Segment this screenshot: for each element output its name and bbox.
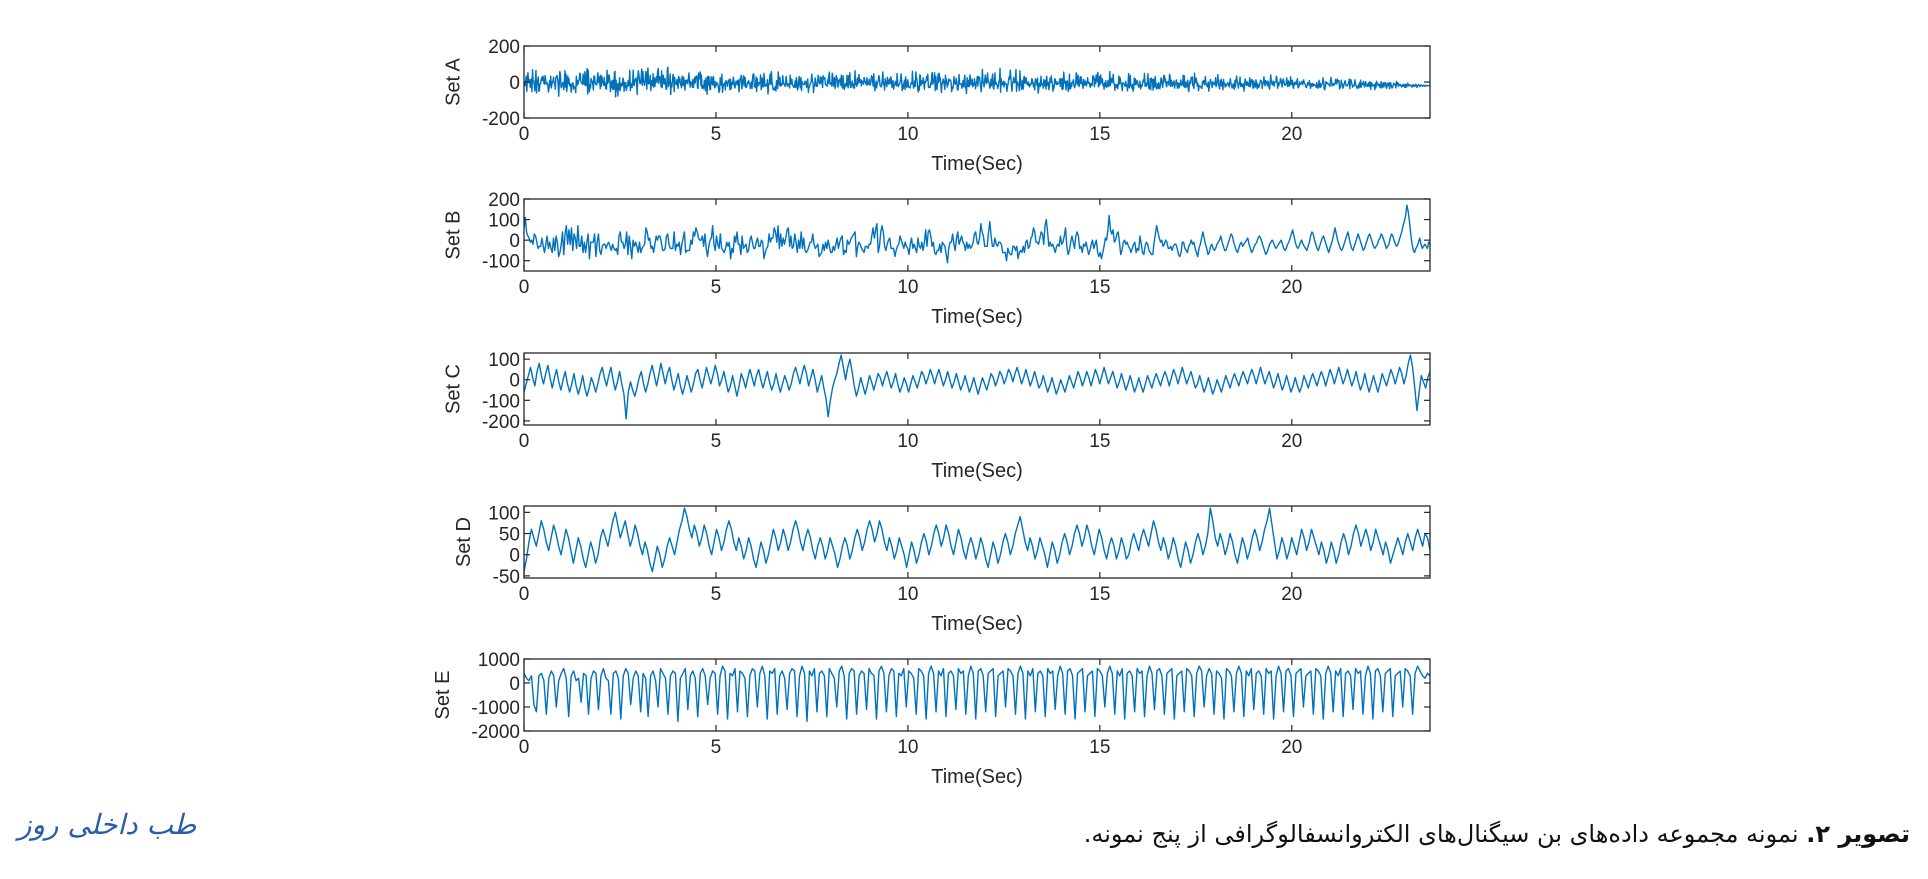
y-tick-label: 100 [488, 350, 520, 371]
x-tick-label: 0 [519, 124, 530, 145]
x-tick-label: 15 [1089, 124, 1110, 145]
x-tick-label: 0 [519, 737, 530, 758]
y-axis-label: Set D [453, 517, 475, 567]
x-axis-label: Time(Sec) [931, 460, 1022, 482]
y-tick-label: 50 [499, 525, 520, 546]
y-tick-label: 0 [509, 371, 520, 392]
x-tick-label: 10 [897, 584, 918, 605]
x-tick-label: 0 [519, 431, 530, 452]
caption-label: تصویر ۲. [1806, 820, 1910, 848]
x-tick-label: 15 [1089, 431, 1110, 452]
x-tick-label: 15 [1089, 737, 1110, 758]
x-tick-label: 0 [519, 584, 530, 605]
y-tick-label: -200 [482, 109, 520, 130]
axes-box [523, 352, 1431, 426]
x-tick-label: 20 [1281, 124, 1302, 145]
x-tick-label: 20 [1281, 277, 1302, 298]
figure-caption: تصویر ۲. نمونه مجموعه داده‌های بن سیگنال… [1084, 820, 1910, 848]
axes-box [523, 198, 1431, 272]
axes-box [523, 658, 1431, 732]
y-tick-label: 0 [509, 73, 520, 94]
y-tick-label: 0 [509, 231, 520, 252]
x-axis-label: Time(Sec) [931, 613, 1022, 635]
x-tick-label: 5 [711, 124, 722, 145]
x-tick-label: 20 [1281, 737, 1302, 758]
x-tick-label: 0 [519, 277, 530, 298]
x-tick-label: 10 [897, 124, 918, 145]
brand-logo-text: طب داخلی روز [18, 808, 197, 841]
y-tick-label: -2000 [471, 722, 520, 743]
x-axis-label: Time(Sec) [931, 766, 1022, 788]
x-tick-label: 5 [711, 584, 722, 605]
signal-line [524, 665, 1430, 723]
y-tick-label: -100 [482, 252, 520, 273]
y-tick-label: -50 [493, 567, 520, 588]
signal-line [524, 66, 1430, 98]
y-axis-label: Set A [443, 57, 465, 105]
x-tick-label: 5 [711, 737, 722, 758]
y-tick-label: 100 [488, 503, 520, 524]
y-axis-label: Set C [443, 364, 465, 414]
y-tick-label: -200 [482, 412, 520, 433]
x-axis-label: Time(Sec) [931, 153, 1022, 175]
y-tick-label: 1000 [478, 650, 520, 671]
y-tick-label: -1000 [471, 698, 520, 719]
x-tick-label: 20 [1281, 584, 1302, 605]
y-tick-label: 200 [488, 190, 520, 211]
signal-line [524, 204, 1430, 264]
caption-text: نمونه مجموعه داده‌های بن سیگنال‌های الکت… [1083, 820, 1799, 848]
x-tick-label: 5 [711, 277, 722, 298]
x-tick-label: 10 [897, 431, 918, 452]
x-tick-label: 10 [897, 737, 918, 758]
y-axis-label: Set E [432, 671, 454, 720]
x-tick-label: 15 [1089, 277, 1110, 298]
y-tick-label: 200 [488, 37, 520, 58]
x-tick-label: 5 [711, 431, 722, 452]
y-tick-label: 100 [488, 211, 520, 232]
subplot-5: 0 5 10 15 20 -2000 -1000 0 1000 Time(Sec) Set E [432, 650, 1431, 788]
x-tick-label: 20 [1281, 431, 1302, 452]
x-axis-label: Time(Sec) [931, 306, 1022, 328]
signal-line [524, 507, 1430, 573]
axes-box [523, 505, 1431, 579]
y-axis-label: Set B [443, 211, 465, 260]
y-tick-label: -100 [482, 391, 520, 412]
x-tick-label: 10 [897, 277, 918, 298]
y-tick-label: 0 [509, 674, 520, 695]
x-tick-label: 15 [1089, 584, 1110, 605]
signal-line [524, 354, 1430, 420]
y-tick-label: 0 [509, 546, 520, 567]
